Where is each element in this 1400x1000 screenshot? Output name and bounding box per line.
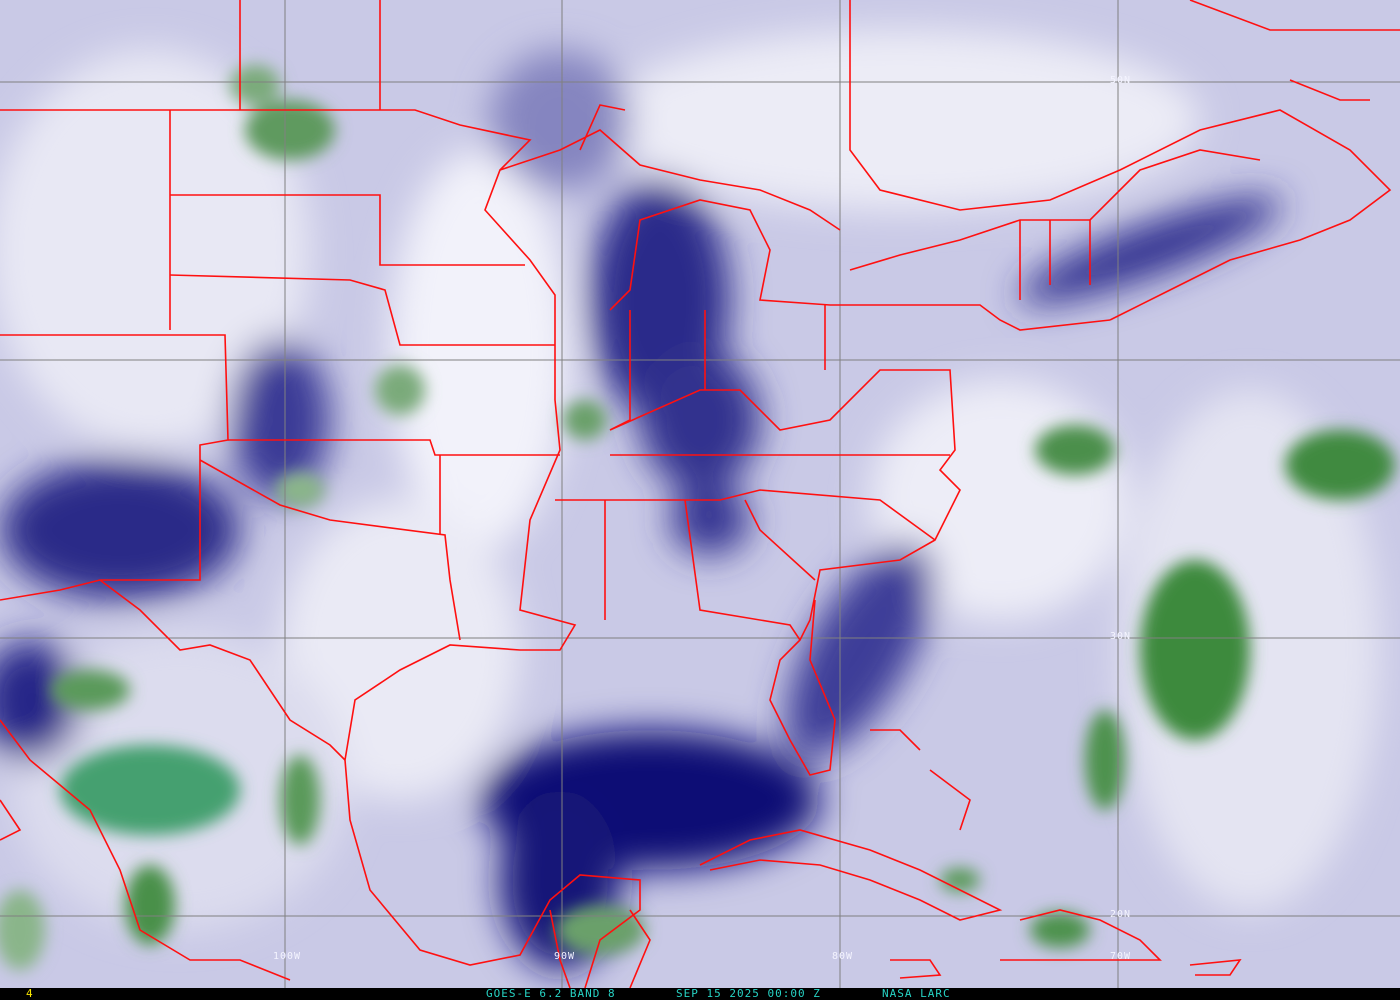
caption-bar: 4 GOES-E 6.2 BAND 8 SEP 15 2025 00:00 Z … bbox=[0, 987, 1400, 1000]
cloud-tops bbox=[0, 65, 1395, 970]
timestamp: SEP 15 2025 00:00 Z bbox=[676, 987, 821, 1000]
lon-label-80w: 80W bbox=[832, 951, 854, 962]
lon-label-100w: 100W bbox=[273, 951, 302, 962]
source-credit: NASA LARC bbox=[882, 987, 951, 1000]
lat-label-20n: 20N bbox=[1110, 909, 1132, 920]
satellite-band: GOES-E 6.2 BAND 8 bbox=[486, 987, 616, 1000]
lat-label-30n: 30N bbox=[1110, 631, 1132, 642]
lon-label-70w: 70W bbox=[1110, 951, 1132, 962]
lon-label-90w: 90W bbox=[554, 951, 576, 962]
lat-label-50n: 50N bbox=[1110, 75, 1132, 86]
frame-number: 4 bbox=[26, 987, 34, 1000]
